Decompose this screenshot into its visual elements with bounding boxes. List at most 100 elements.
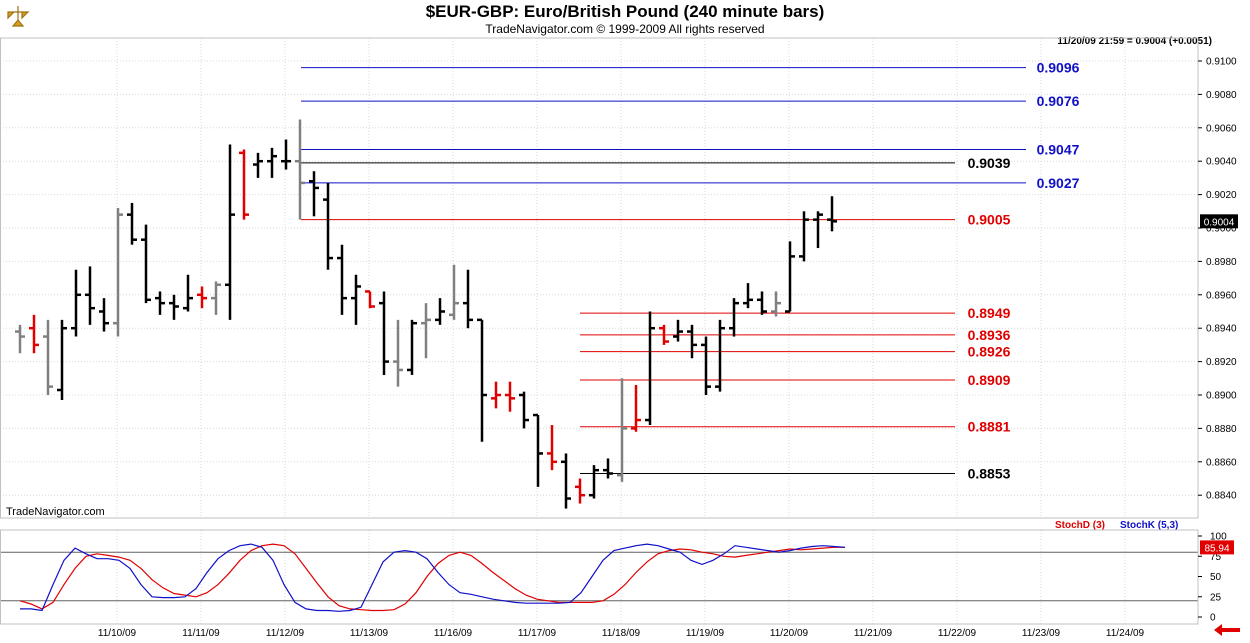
- fib-level-lines: 0.9096 0.9076 0.9047 0.9039 0.9027 0.9005 0.89…: [301, 60, 1080, 481]
- ohlc-bar: [337, 244, 347, 315]
- y-tick-label: 0.8840: [1206, 491, 1237, 502]
- ohlc-bar: [589, 465, 599, 499]
- ohlc-bar: [603, 458, 613, 479]
- chart-title: $EUR-GBP: Euro/British Pound (240 minute…: [425, 2, 825, 21]
- legend-stochk: StochK (5,3): [1120, 520, 1179, 531]
- y-tick-label: 0.8880: [1206, 424, 1237, 435]
- ohlc-bar: [155, 291, 165, 315]
- scroll-left-arrow-icon: [1214, 624, 1240, 636]
- ohlc-bar: [491, 381, 501, 409]
- level-label: 0.8926: [968, 344, 1011, 360]
- stoch-series-line: [19, 543, 845, 612]
- ohlc-bar: [561, 453, 571, 509]
- ohlc-bar: [435, 298, 445, 325]
- ohlc-bar: [715, 319, 725, 392]
- ohlc-bar: [141, 224, 151, 304]
- legend-stochd: StochD (3): [1055, 520, 1105, 531]
- level-label: 0.8881: [968, 419, 1011, 435]
- level-label: 0.9096: [1037, 60, 1080, 76]
- y-tick-label: 0.9080: [1206, 90, 1237, 101]
- level-label: 0.8909: [968, 372, 1011, 388]
- stoch-y-tick-label: 50: [1210, 572, 1222, 583]
- last-price-box: [1200, 214, 1238, 229]
- ohlc-bar: [365, 290, 375, 309]
- ohlc-bar: [547, 425, 557, 471]
- ohlc-bar: [757, 291, 767, 315]
- ohlc-bar: [785, 241, 795, 313]
- last-price-label: 0.9004: [1204, 217, 1235, 228]
- stoch-panel-frame: [0, 529, 1199, 625]
- ohlc-bar: [827, 196, 837, 232]
- ohlc-bar: [575, 478, 585, 504]
- ohlc-bar: [421, 303, 431, 359]
- ohlc-bars: [15, 119, 837, 509]
- grid-lines: [0, 38, 1198, 624]
- x-tick-label: 11/23/09: [1022, 628, 1061, 639]
- ohlc-bar: [323, 182, 333, 270]
- stoch-series-line: [20, 543, 846, 612]
- x-tick-label: 11/21/09: [854, 628, 893, 639]
- y-tick-label: 0.8940: [1206, 324, 1237, 335]
- x-tick-label: 11/10/09: [98, 628, 137, 639]
- watermark-text: TradeNavigator.com: [6, 506, 105, 518]
- ohlc-bar: [29, 314, 39, 354]
- ohlc-bar: [673, 319, 683, 342]
- ohlc-bar: [519, 391, 529, 429]
- level-label: 0.9027: [1037, 175, 1080, 191]
- y-tick-label: 0.9060: [1206, 123, 1237, 134]
- level-label: 0.8853: [968, 465, 1011, 481]
- ohlc-bar: [183, 274, 193, 312]
- x-tick-label: 11/16/09: [434, 628, 473, 639]
- ohlc-bar: [197, 286, 207, 309]
- ohlc-bar: [799, 211, 809, 262]
- price-panel-frame: [0, 37, 1199, 519]
- ohlc-bar: [645, 311, 655, 426]
- ohlc-bar: [267, 147, 277, 178]
- x-tick-label: 11/11/09: [182, 628, 220, 639]
- stoch-y-tick-label: 100: [1210, 532, 1227, 543]
- ohlc-bar: [253, 152, 263, 178]
- ohlc-bar: [99, 298, 109, 332]
- chart-subtitle: TradeNavigator.com © 1999-2009 All right…: [485, 22, 765, 36]
- ohlc-bar: [701, 336, 711, 395]
- y-tick-label: 0.8900: [1206, 391, 1237, 402]
- stoch-y-tick-label: 0: [1210, 613, 1216, 624]
- level-label: 0.9047: [1037, 142, 1080, 158]
- ohlc-bar: [127, 202, 137, 245]
- ohlc-bar: [15, 324, 25, 354]
- ohlc-bar: [463, 269, 473, 329]
- price-readout: 11/20/09 21:59 = 0.9004 (+0.0051): [1057, 36, 1212, 47]
- x-tick-label: 11/17/09: [518, 628, 557, 639]
- ohlc-bar: [617, 378, 627, 482]
- ohlc-bar: [71, 269, 81, 337]
- ohlc-bar: [239, 149, 249, 220]
- x-tick-label: 11/19/09: [686, 628, 725, 639]
- ohlc-bar: [449, 264, 459, 320]
- stoch-y-tick-label: 25: [1210, 592, 1222, 603]
- x-tick-label: 11/18/09: [602, 628, 641, 639]
- y-tick-label: 0.9040: [1206, 157, 1237, 168]
- ohlc-bar: [659, 324, 669, 345]
- ohlc-bar: [169, 294, 179, 320]
- trade-navigator-logo-icon: [4, 4, 32, 30]
- ohlc-bar: [43, 319, 53, 395]
- ohlc-bar: [505, 381, 515, 412]
- stoch-last-value-box: [1200, 540, 1234, 555]
- y-tick-label: 0.8960: [1206, 290, 1237, 301]
- y-tick-label: 0.9000: [1206, 224, 1237, 235]
- level-label: 0.9039: [968, 155, 1011, 171]
- stochastic-panel: [0, 543, 1198, 612]
- ohlc-bar: [729, 298, 739, 337]
- y-tick-label: 0.9100: [1206, 57, 1237, 68]
- ohlc-bar: [813, 211, 823, 249]
- ohlc-bar: [407, 319, 417, 375]
- ohlc-bar: [393, 319, 403, 387]
- ohlc-bar: [477, 318, 487, 442]
- level-label: 0.8936: [968, 327, 1011, 343]
- axes: 11/10/09 11/11/09 11/12/09 11/13/09 11/16/09…: [0, 37, 1240, 639]
- ohlc-bar: [743, 283, 753, 309]
- ohlc-bar: [351, 274, 361, 325]
- ohlc-bar: [225, 144, 235, 320]
- y-tick-label: 0.8920: [1206, 357, 1237, 368]
- ohlc-bar: [57, 319, 67, 401]
